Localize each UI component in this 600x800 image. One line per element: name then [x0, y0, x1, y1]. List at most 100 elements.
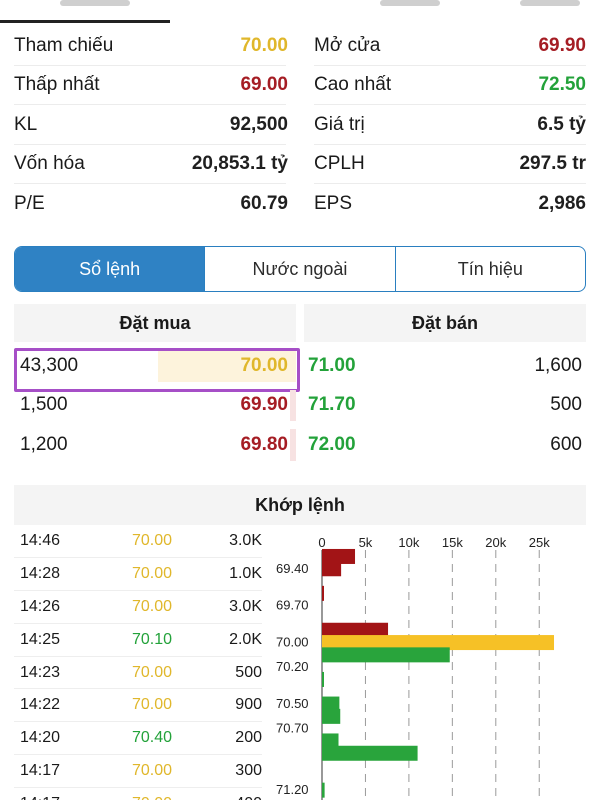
- trade-price: 70.00: [132, 564, 173, 582]
- stat-row: Vốn hóa 20,853.1 tỷ CPLH 297.5 tr: [14, 145, 586, 184]
- stat-label: Mở cửa: [314, 34, 381, 56]
- sell-order[interactable]: 72.00 600: [304, 425, 586, 465]
- y-tick-label: 70.00: [276, 635, 309, 650]
- stat-value: 60.79: [240, 192, 288, 214]
- trade-price: 70.00: [132, 762, 173, 780]
- x-tick-label: 25k: [529, 535, 550, 550]
- sell-order[interactable]: 71.70 500: [304, 386, 586, 426]
- stat-value: 70.00: [240, 34, 288, 56]
- stat-value: 297.5 tr: [519, 153, 586, 175]
- trade-volume: 3.0K: [229, 597, 262, 615]
- y-tick-label: 70.70: [276, 721, 309, 736]
- trade-price: 70.00: [132, 597, 173, 615]
- volume-bar: [322, 708, 341, 724]
- stat-value: 2,986: [538, 192, 586, 214]
- top-tab-bar: [0, 0, 600, 24]
- buy-price: 69.90: [240, 394, 288, 416]
- trade-row: 14:20 70.40 200: [14, 722, 262, 756]
- trade-row: 14:17 70.00 300: [14, 755, 262, 789]
- top-tab-right[interactable]: [380, 0, 440, 6]
- buy-volume-bar: [290, 429, 296, 461]
- x-tick-label: 20k: [485, 535, 506, 550]
- trade-volume: 200: [235, 729, 262, 747]
- stat-value: 92,500: [229, 113, 288, 135]
- stat-cell: Thấp nhất 69.00: [14, 74, 300, 96]
- trade-row: 14:23 70.00 500: [14, 657, 262, 690]
- stat-cell: Tham chiếu 70.00: [14, 35, 300, 57]
- stat-row: KL 92,500 Giá trị 6.5 tỷ: [14, 105, 586, 145]
- row-divider: [14, 143, 286, 145]
- stat-value: 69.00: [240, 74, 288, 96]
- stock-stats: Tham chiếu 70.00 Mở cửa 69.90 Thấp nhất 69.00…: [14, 26, 586, 224]
- volume-by-price-chart: 0 5k 10k 15k 20k 25k 69.40 69.70 70.00 70.20 70.50…: [272, 528, 582, 800]
- trade-price: 70.00: [132, 531, 173, 549]
- trade-time: 14:17: [20, 795, 132, 800]
- buy-price: 69.80: [240, 433, 288, 455]
- volume-bar: [322, 782, 325, 798]
- trade-time: 14:26: [20, 597, 61, 615]
- sell-orders-header: Đặt bán: [304, 304, 586, 342]
- top-tab-left[interactable]: [60, 0, 130, 6]
- trade-price: 70.00: [132, 663, 173, 681]
- volume-bar: [322, 561, 342, 577]
- top-tab-far-right[interactable]: [520, 0, 580, 6]
- trade-time: 14:23: [20, 663, 61, 681]
- trade-price: 70.00: [132, 696, 173, 714]
- stat-row: Thấp nhất 69.00 Cao nhất 72.50: [14, 66, 586, 105]
- row-divider: [14, 104, 286, 105]
- trade-volume: 900: [235, 696, 262, 714]
- trade-row: 14:46 70.00 3.0K: [14, 525, 262, 558]
- selected-order-highlight: [14, 348, 300, 392]
- volume-bar: [322, 548, 356, 564]
- stat-label: Tham chiếu: [14, 34, 114, 56]
- stat-cell: Mở cửa 69.90: [300, 35, 586, 57]
- volume-by-price-svg: 0 5k 10k 15k 20k 25k 69.40 69.70 70.00 70.20 70.50…: [276, 535, 555, 800]
- y-tick-label: 69.40: [276, 561, 309, 576]
- buy-order[interactable]: 1,500 69.90: [14, 386, 296, 426]
- volume-bar: [322, 671, 324, 687]
- buy-volume: 1,500: [20, 394, 68, 416]
- buy-price: 70.00: [240, 354, 288, 376]
- stat-label: Giá trị: [314, 113, 365, 135]
- volume-bar: [322, 745, 418, 761]
- order-book-row: 1,200 69.80 72.00 600: [14, 425, 586, 465]
- sell-price: 71.70: [308, 394, 356, 416]
- x-tick-label: 15k: [442, 535, 463, 550]
- trade-volume: 500: [235, 663, 262, 681]
- x-tick-label: 0: [318, 535, 325, 550]
- tab-order-book[interactable]: Sổ lệnh: [15, 247, 206, 291]
- trade-row: 14:22 70.00 900: [14, 689, 262, 723]
- y-tick-label: 71.20: [276, 782, 309, 797]
- row-divider: [314, 64, 586, 66]
- stat-cell: Cao nhất 72.50: [300, 74, 586, 96]
- volume-bar: [322, 733, 339, 749]
- buy-orders-header: Đặt mua: [14, 304, 296, 342]
- order-book-row: 1,500 69.90 71.70 500: [14, 386, 586, 426]
- stat-cell: CPLH 297.5 tr: [300, 153, 586, 175]
- tab-foreign[interactable]: Nước ngoài: [205, 247, 396, 291]
- volume-bar: [322, 622, 389, 638]
- trade-volume: 3.0K: [229, 531, 262, 549]
- stat-label: Cao nhất: [314, 74, 392, 96]
- volume-bar: [322, 647, 450, 663]
- trade-row: 14:26 70.00 3.0K: [14, 591, 262, 624]
- x-tick-label: 10k: [398, 535, 419, 550]
- stat-cell: P/E 60.79: [14, 193, 300, 215]
- sell-order[interactable]: 71.00 1,600: [304, 346, 586, 386]
- matched-orders-header: Khớp lệnh: [14, 485, 586, 525]
- trade-price: 70.00: [132, 795, 208, 800]
- stat-row: P/E 60.79 EPS 2,986: [14, 184, 586, 224]
- tab-signals[interactable]: Tín hiệu: [457, 258, 523, 279]
- orderbook-tabs: Sổ lệnh Nước ngoài Tín hiệu: [14, 246, 586, 292]
- sell-volume: 500: [550, 394, 582, 416]
- stat-label: P/E: [14, 192, 45, 214]
- y-tick-label: 69.70: [276, 598, 309, 613]
- buy-order[interactable]: 43,300 70.00: [14, 346, 296, 386]
- stat-cell: Giá trị 6.5 tỷ: [300, 114, 586, 136]
- buy-volume: 1,200: [20, 433, 68, 455]
- buy-order[interactable]: 1,200 69.80: [14, 425, 296, 465]
- stat-label: CPLH: [314, 153, 365, 175]
- trade-volume: 300: [235, 762, 262, 780]
- stat-label: KL: [14, 113, 38, 135]
